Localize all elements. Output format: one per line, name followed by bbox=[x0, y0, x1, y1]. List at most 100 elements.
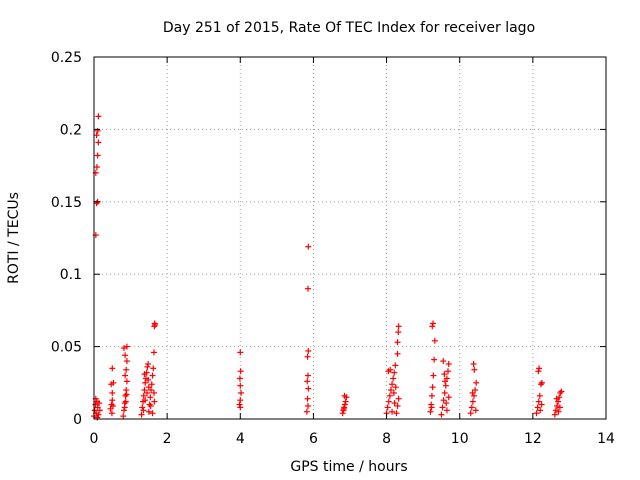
data-point bbox=[536, 365, 543, 372]
data-point bbox=[305, 243, 312, 250]
data-point bbox=[391, 400, 398, 407]
data-point bbox=[304, 372, 311, 379]
data-point bbox=[145, 360, 152, 367]
data-point bbox=[341, 392, 348, 399]
data-point bbox=[537, 407, 544, 414]
data-point bbox=[304, 402, 311, 409]
data-point bbox=[96, 400, 103, 407]
y-tick-label: 0.05 bbox=[51, 340, 82, 356]
data-point bbox=[95, 113, 102, 120]
data-point bbox=[148, 381, 155, 388]
data-point bbox=[120, 407, 127, 414]
data-point bbox=[472, 407, 479, 414]
data-point bbox=[394, 402, 401, 409]
data-points bbox=[91, 113, 565, 421]
data-point bbox=[305, 347, 312, 354]
data-point bbox=[553, 402, 560, 409]
data-point bbox=[340, 405, 347, 412]
data-point bbox=[149, 410, 156, 417]
data-point bbox=[386, 392, 393, 399]
x-tick-label: 4 bbox=[236, 431, 245, 447]
data-point bbox=[123, 378, 130, 385]
data-point bbox=[445, 360, 452, 367]
data-point bbox=[94, 152, 101, 159]
data-point bbox=[469, 389, 476, 396]
data-point bbox=[237, 349, 244, 356]
data-point bbox=[110, 402, 117, 409]
data-point bbox=[109, 397, 116, 404]
x-tick-label: 12 bbox=[524, 431, 542, 447]
x-tick-label: 8 bbox=[382, 431, 391, 447]
data-point bbox=[441, 371, 448, 378]
data-point bbox=[122, 398, 129, 405]
data-point bbox=[147, 394, 154, 401]
data-point bbox=[467, 410, 474, 417]
data-point bbox=[429, 384, 436, 391]
data-point bbox=[389, 381, 396, 388]
chart-title: Day 251 of 2015, Rate Of TEC Index for r… bbox=[163, 20, 535, 36]
data-point bbox=[149, 372, 156, 379]
data-point bbox=[392, 362, 399, 369]
grid-lines bbox=[94, 57, 606, 419]
data-point bbox=[536, 392, 543, 399]
data-point bbox=[470, 392, 477, 399]
x-tick-label: 14 bbox=[597, 431, 615, 447]
data-point bbox=[142, 379, 149, 386]
data-point bbox=[145, 384, 152, 391]
data-point bbox=[96, 407, 103, 414]
data-point bbox=[139, 404, 146, 411]
data-point bbox=[555, 398, 562, 405]
x-tick-label: 0 bbox=[90, 431, 99, 447]
data-point bbox=[443, 400, 450, 407]
data-point bbox=[430, 320, 437, 327]
data-point bbox=[390, 389, 397, 396]
data-point bbox=[341, 401, 348, 408]
data-point bbox=[387, 387, 394, 394]
axis-ticks: 0 2 4 6 8 10 12 14 0 0.05 0.1 0.15 0.2 0.25 bbox=[51, 50, 615, 447]
data-point bbox=[122, 352, 129, 359]
data-point bbox=[558, 388, 565, 395]
data-point bbox=[93, 164, 100, 171]
data-point bbox=[140, 407, 147, 414]
data-point bbox=[150, 365, 157, 372]
data-point bbox=[339, 410, 346, 417]
data-point bbox=[431, 356, 438, 363]
data-point bbox=[395, 323, 402, 330]
x-tick-label: 6 bbox=[309, 431, 318, 447]
data-point bbox=[538, 401, 545, 408]
plot-frame bbox=[93, 56, 607, 420]
data-point bbox=[123, 391, 130, 398]
data-point bbox=[429, 323, 436, 330]
data-point bbox=[152, 321, 159, 328]
data-point bbox=[237, 397, 244, 404]
data-point bbox=[387, 366, 394, 373]
data-point bbox=[123, 343, 130, 350]
data-point bbox=[237, 404, 244, 411]
data-point bbox=[389, 408, 396, 415]
y-tick-label: 0.2 bbox=[60, 122, 82, 138]
data-point bbox=[121, 404, 128, 411]
y-tick-label: 0 bbox=[73, 412, 82, 428]
data-point bbox=[394, 350, 401, 357]
data-point bbox=[445, 394, 452, 401]
data-point bbox=[392, 384, 399, 391]
data-point bbox=[443, 407, 450, 414]
data-point bbox=[551, 411, 558, 418]
data-point bbox=[236, 401, 243, 408]
data-point bbox=[394, 339, 401, 346]
data-point bbox=[441, 389, 448, 396]
y-tick-label: 0.15 bbox=[51, 195, 82, 211]
data-point bbox=[95, 411, 102, 418]
data-point bbox=[471, 366, 478, 373]
data-point bbox=[428, 392, 435, 399]
data-point bbox=[395, 329, 402, 336]
data-point bbox=[557, 389, 564, 396]
data-point bbox=[535, 368, 542, 375]
data-point bbox=[147, 402, 154, 409]
data-point bbox=[468, 404, 475, 411]
data-point bbox=[238, 389, 245, 396]
data-point bbox=[145, 408, 152, 415]
data-point bbox=[93, 132, 100, 139]
data-point bbox=[393, 410, 400, 417]
y-tick-label: 0.1 bbox=[60, 267, 82, 283]
